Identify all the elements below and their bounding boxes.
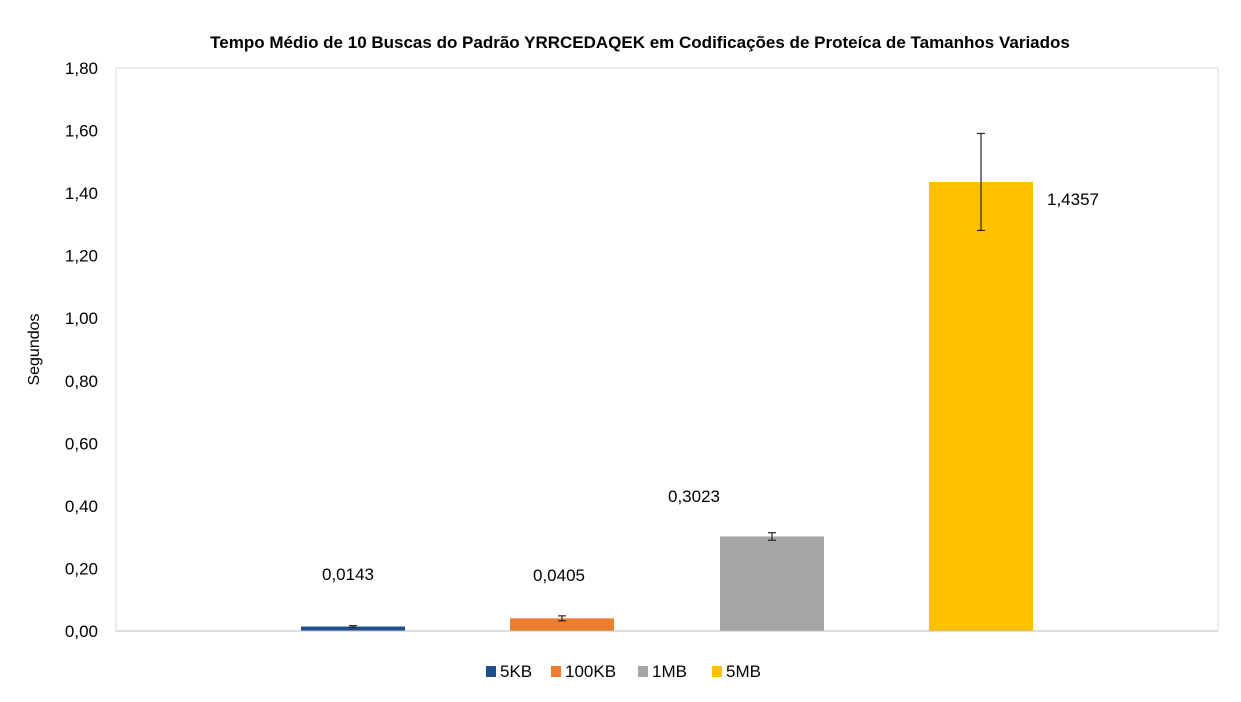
legend-label-5mb: 5MB <box>726 662 761 681</box>
y-tick-label: 0,40 <box>65 497 98 516</box>
y-axis-ticks: 0,00 0,20 0,40 0,60 0,80 1,00 1,20 1,40 1,60 1,80 <box>65 59 98 641</box>
bar-100kb <box>510 618 614 631</box>
bar-5mb <box>929 181 1033 631</box>
y-axis-label: Segundos <box>26 313 43 385</box>
legend-swatch-5kb <box>486 666 496 677</box>
chart-title: Tempo Médio de 10 Buscas do Padrão YRRCE… <box>210 33 1070 52</box>
bar-1mb <box>720 536 824 631</box>
data-label-5kb: 0,0143 <box>322 565 374 584</box>
y-tick-label: 0,00 <box>65 622 98 641</box>
bar-5kb <box>301 626 405 631</box>
y-tick-label: 1,20 <box>65 247 98 266</box>
y-tick-label: 0,60 <box>65 434 98 453</box>
legend-label-5kb: 5KB <box>500 662 532 681</box>
legend: 5KB 100KB 1MB 5MB <box>486 662 761 681</box>
data-label-100kb: 0,0405 <box>533 566 585 585</box>
y-tick-label: 0,80 <box>65 372 98 391</box>
y-tick-label: 0,20 <box>65 559 98 578</box>
legend-label-100kb: 100KB <box>565 662 616 681</box>
plot-area-border <box>115 67 1219 632</box>
y-tick-label: 1,80 <box>65 59 98 78</box>
data-label-5mb: 1,4357 <box>1047 190 1099 209</box>
y-tick-label: 1,00 <box>65 309 98 328</box>
legend-swatch-5mb <box>712 666 722 677</box>
bars-group: 0,0143 0,0405 0,3023 1,4357 <box>301 132 1099 631</box>
legend-label-1mb: 1MB <box>652 662 687 681</box>
legend-swatch-1mb <box>638 666 648 677</box>
y-tick-label: 1,40 <box>65 184 98 203</box>
y-tick-label: 1,60 <box>65 122 98 141</box>
legend-swatch-100kb <box>551 666 561 677</box>
data-label-1mb: 0,3023 <box>668 487 720 506</box>
